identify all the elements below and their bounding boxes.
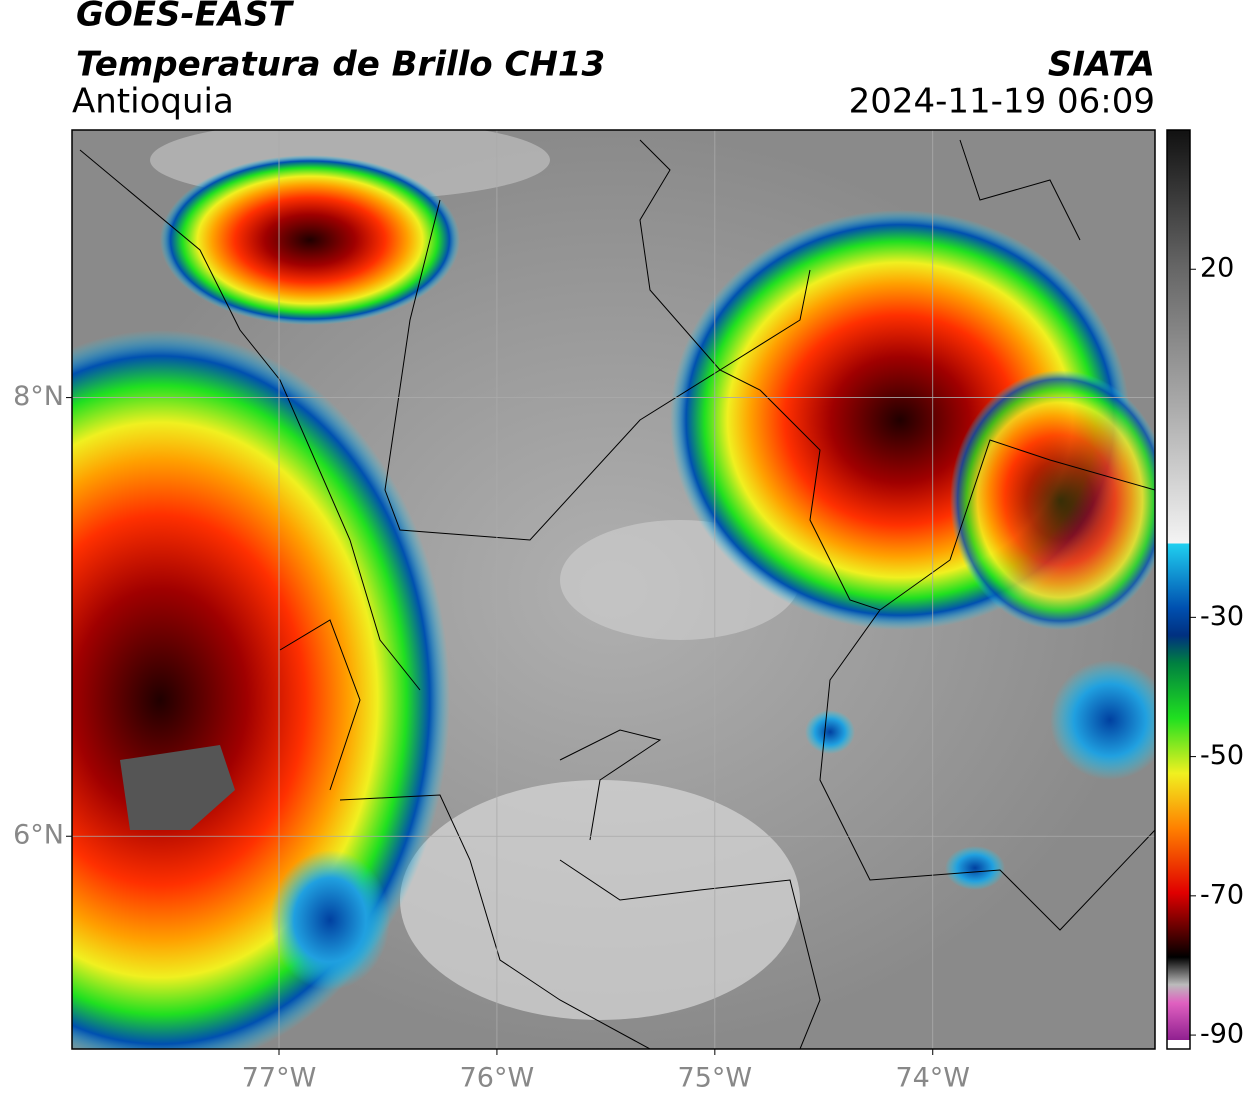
colorbar-tick-label: -30 xyxy=(1200,601,1244,632)
colorbar-tick-label: -90 xyxy=(1200,1019,1244,1050)
subtitle: Temperatura de Brillo CH13 xyxy=(76,45,605,85)
x-tick-label: 74°W xyxy=(895,1063,970,1094)
colorbar-tick-label: 20 xyxy=(1200,253,1234,284)
grid xyxy=(72,130,1155,1049)
x-tick-label: 76°W xyxy=(460,1063,535,1094)
datetime: 2024-11-19 06:09 xyxy=(849,82,1155,122)
title: GOES-EAST xyxy=(76,0,295,35)
colorbar-tick-label: -50 xyxy=(1200,740,1244,771)
source: SIATA xyxy=(1048,45,1155,85)
x-tick-label: 77°W xyxy=(242,1063,317,1094)
map-frame xyxy=(71,129,1156,1050)
x-tick-label: 75°W xyxy=(678,1063,753,1094)
region: Antioquia xyxy=(72,82,234,122)
y-tick-label: 8°N xyxy=(13,381,64,412)
map-image xyxy=(72,130,1155,1049)
colorbar-tick-label: -70 xyxy=(1200,879,1244,910)
y-tick-label: 6°N xyxy=(13,820,64,851)
colorbar xyxy=(1166,129,1191,1050)
